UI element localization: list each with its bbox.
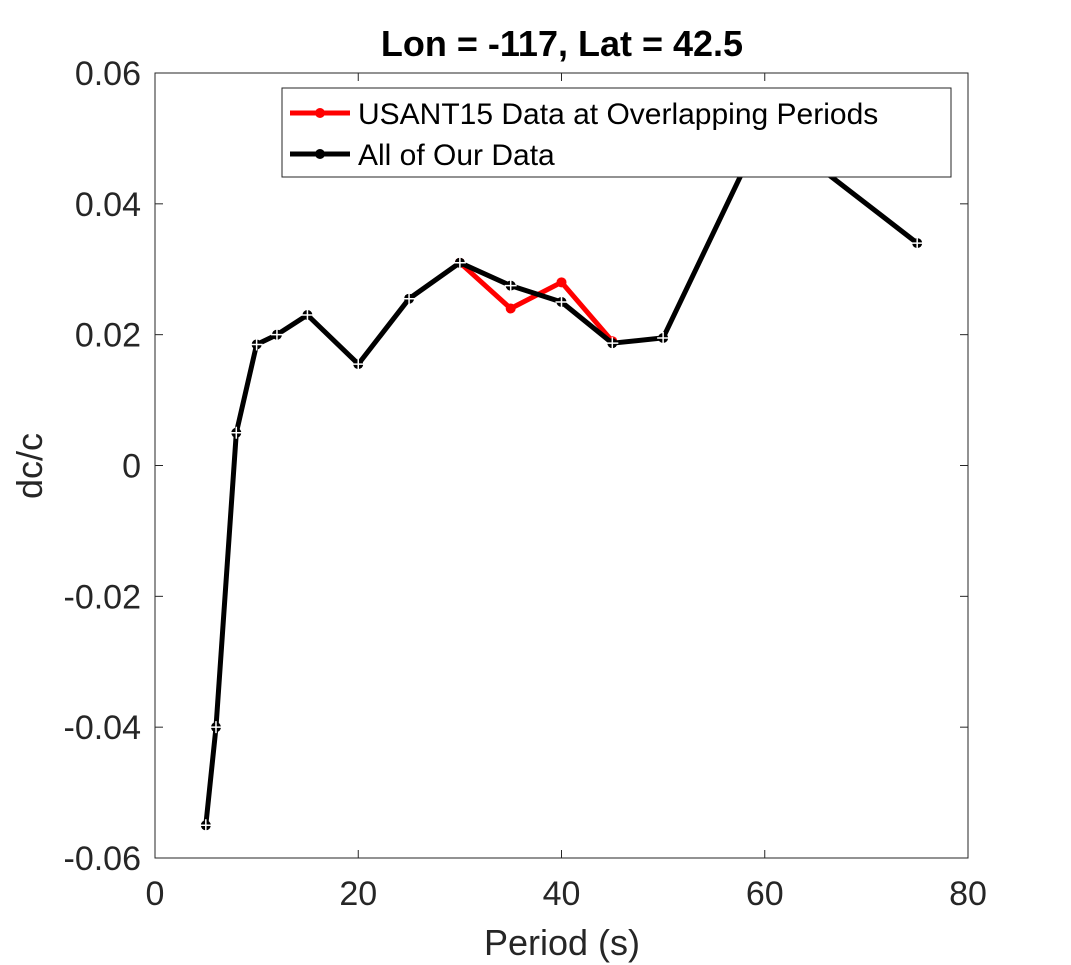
series-line-1 [203, 122, 920, 828]
x-tick-label: 40 [543, 875, 581, 913]
data-point-cross [555, 295, 568, 308]
y-tick-label: -0.04 [64, 709, 142, 747]
legend-box [281, 87, 952, 178]
legend-marker-our-data [315, 149, 325, 159]
series-layer [199, 119, 924, 832]
data-point-cross [352, 358, 365, 371]
x-tick-label: 20 [339, 875, 377, 913]
data-point [505, 303, 516, 314]
data-point-cross [301, 309, 314, 322]
data-point-cross [403, 292, 416, 305]
y-tick-label: 0 [122, 448, 141, 486]
x-tick-label: 80 [949, 875, 987, 913]
data-point-cross [657, 331, 670, 344]
chart-title: Lon = -117, Lat = 42.5 [381, 23, 743, 64]
y-tick-label: -0.02 [64, 578, 142, 616]
legend-marker-usant15 [315, 108, 325, 118]
x-axis-title: Period (s) [484, 922, 640, 963]
data-point-cross [209, 721, 222, 734]
data-point-cross [606, 337, 619, 350]
data-point-cross [230, 426, 243, 439]
data-point-cross [250, 338, 263, 351]
x-tick-label: 60 [746, 875, 784, 913]
x-tick-label: 0 [146, 875, 165, 913]
ticks-layer: 0 20 40 60 80 -0.06 -0.04 -0.02 0 0.02 0.04 0.06 [64, 55, 987, 913]
y-tick-label: -0.06 [64, 840, 142, 878]
data-point-cross [199, 819, 212, 832]
y-tick-label: 0.06 [75, 55, 141, 93]
y-axis-title: dc/c [9, 433, 50, 499]
legend-label-our-data: All of Our Data [358, 139, 555, 172]
data-point-cross [270, 328, 283, 341]
data-point-cross [453, 256, 466, 269]
legend: USANT15 Data at Overlapping Periods All … [281, 87, 952, 178]
data-point [556, 277, 567, 288]
y-tick-label: 0.02 [75, 317, 141, 355]
legend-label-usant15: USANT15 Data at Overlapping Periods [358, 98, 878, 131]
y-tick-label: 0.04 [75, 186, 141, 224]
data-point-cross [504, 279, 517, 292]
data-point-cross [911, 237, 924, 250]
